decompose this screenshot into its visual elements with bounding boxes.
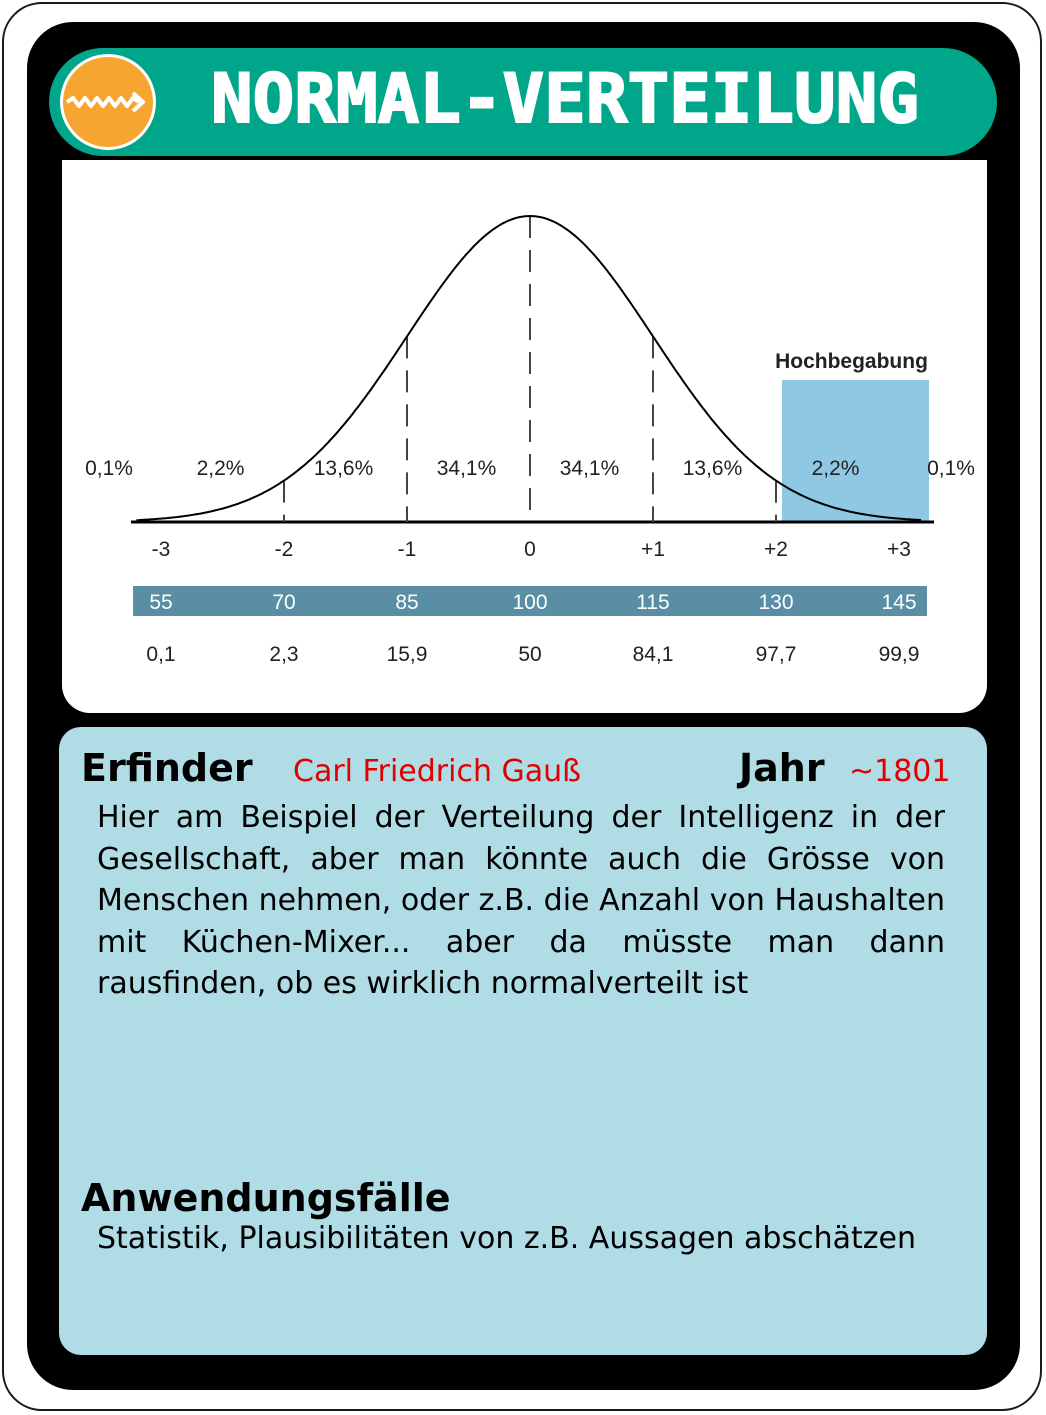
percentile-label: 50 (518, 643, 541, 666)
iq-scale-label: 100 (512, 591, 547, 614)
bell-curve (136, 214, 922, 522)
segment-label: 0,1% (85, 457, 133, 480)
segment-label: 0,1% (927, 457, 975, 480)
x-tick-label: -1 (398, 538, 417, 561)
applications-text: Statistik, Plausibilitäten von z.B. Auss… (97, 1221, 916, 1256)
zigzag-arrow-icon (65, 91, 145, 113)
iq-scale-bar (133, 586, 927, 616)
segment-label: 13,6% (314, 457, 374, 480)
iq-scale-label: 85 (395, 591, 418, 614)
x-tick-label: +2 (764, 538, 788, 561)
applications-label: Anwendungsfälle (81, 1176, 451, 1220)
segment-label: 2,2% (812, 457, 860, 480)
normal-distribution-chart: 0,1% 2,2% 13,6% 34,1% 34,1% 13,6% 2,2% 0,1% Hoch… (85, 214, 975, 666)
iq-scale-label: 115 (636, 591, 669, 614)
year-label: Jahr (739, 746, 825, 790)
percentile-label: 99,9 (879, 643, 920, 666)
title-banner (49, 48, 997, 156)
category-logo (60, 54, 156, 150)
info-panel (59, 727, 987, 1355)
iq-scale-label: 145 (881, 591, 916, 614)
percentile-label: 84,1 (633, 643, 674, 666)
iq-scale-label: 130 (758, 591, 793, 614)
x-tick-label: -3 (152, 538, 171, 561)
x-tick-label: +3 (887, 538, 911, 561)
inventor-label: Erfinder (81, 746, 253, 790)
iq-scale-label: 55 (149, 591, 172, 614)
segment-label: 34,1% (560, 457, 620, 480)
percentile-label: 2,3 (269, 643, 298, 666)
segment-label: 34,1% (437, 457, 497, 480)
segment-label: 13,6% (683, 457, 743, 480)
inventor-value: Carl Friedrich Gauß (293, 754, 582, 789)
percentile-label: 0,1 (146, 643, 175, 666)
highlight-region (782, 380, 929, 522)
percentile-label: 97,7 (756, 643, 797, 666)
iq-scale-label: 70 (272, 591, 295, 614)
year-value: ~1801 (849, 754, 951, 789)
percentile-label: 15,9 (387, 643, 428, 666)
chart-panel: 0,1% 2,2% 13,6% 34,1% 34,1% 13,6% 2,2% 0,1% Hoch… (62, 160, 987, 713)
x-tick-label: -2 (275, 538, 294, 561)
x-tick-label: 0 (524, 538, 536, 561)
description-text: Hier am Beispiel der Verteilung der Inte… (97, 800, 945, 1002)
card-title: NORMAL-VERTEILUNG (210, 62, 920, 140)
highlight-label: Hochbegabung (775, 350, 928, 373)
segment-label: 2,2% (197, 457, 245, 480)
svg-text:NORMAL-VERTEILUNG: NORMAL-VERTEILUNG (211, 62, 919, 139)
x-tick-label: +1 (641, 538, 665, 561)
